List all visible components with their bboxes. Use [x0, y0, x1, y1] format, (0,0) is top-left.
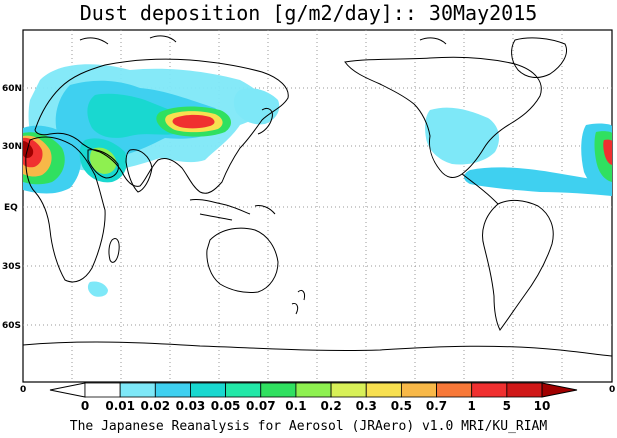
colorbar-segment	[295, 382, 332, 398]
coast-japan	[257, 107, 273, 135]
colorbar-tick-label: 0.07	[246, 399, 276, 413]
coast-africa	[25, 136, 106, 283]
coast-arctic	[79, 35, 447, 45]
lon-label-left: 0	[20, 385, 26, 395]
colorbar-segment	[84, 382, 121, 398]
colorbar-segment	[154, 382, 191, 398]
coast-australia	[206, 227, 279, 293]
dust-north-america	[425, 107, 500, 165]
data-credit: The Japanese Reanalysis for Aerosol (JRA…	[69, 419, 548, 434]
colorbar-tick-label: 0.03	[176, 399, 206, 413]
colorbar-segment	[471, 382, 508, 398]
colorbar-tick-label: 0	[81, 399, 89, 413]
map-title: Dust deposition [g/m2/day]:: 30May2015	[79, 1, 538, 25]
lat-label-30s: 30S	[2, 262, 21, 272]
colorbar-tick-label: 0.3	[356, 399, 377, 413]
coast-south-america	[482, 199, 554, 331]
colorbar-segment	[400, 382, 437, 398]
lat-label-eq: EQ	[4, 203, 18, 213]
coast-central-america	[461, 173, 499, 205]
longitude-gridlines	[71, 30, 563, 382]
colorbar-segment	[330, 382, 367, 398]
colorbar-tick-label: 5	[503, 399, 511, 413]
colorbar-tick-label: 0.7	[426, 399, 447, 413]
colorbar-tick-label: 0.1	[285, 399, 306, 413]
coast-arabia	[87, 149, 119, 179]
colorbar-arrow-left	[49, 382, 86, 398]
colorbar-tick-label: 0.01	[105, 399, 135, 413]
dust-sahara-right-red	[603, 139, 612, 165]
colorbar-segment	[260, 382, 297, 398]
coast-greenland	[511, 37, 567, 78]
colorbar-tick-label: 0.2	[320, 399, 341, 413]
dust-gobi-red	[172, 114, 215, 129]
dust-arabia-green	[90, 147, 117, 174]
colorbar-segment	[119, 382, 156, 398]
colorbar-segment	[190, 382, 227, 398]
colorbar-segment	[436, 382, 473, 398]
coast-india	[125, 149, 153, 193]
colorbar-arrow-right	[541, 382, 578, 398]
colorbar-segment	[365, 382, 402, 398]
colorbar-tick-label: 1	[468, 399, 476, 413]
colorbar-tick-label: 0.5	[391, 399, 412, 413]
dust-atlantic-band	[464, 167, 612, 196]
colorbar: 0 0.01 0.02 0.03 0.05 0.07 0.1 0.2 0.3 0.5 0.7 1 5 10	[49, 382, 578, 413]
lat-label-60s: 60S	[2, 321, 21, 331]
coast-madagascar	[108, 237, 120, 263]
colorbar-segment	[506, 382, 543, 398]
lon-label-right: 0	[609, 385, 615, 395]
lat-label-30n: 30N	[2, 142, 22, 152]
colorbar-tick-label: 0.05	[211, 399, 241, 413]
colorbar-tick-label: 0.02	[141, 399, 171, 413]
coast-antarctica	[22, 341, 613, 357]
coastlines	[22, 35, 613, 357]
dust-southern-africa	[87, 281, 108, 297]
coast-new-zealand	[291, 289, 305, 315]
coast-north-america	[344, 56, 542, 178]
colorbar-segment	[225, 382, 262, 398]
coast-eurasia	[34, 58, 289, 194]
coast-indonesia	[189, 199, 276, 221]
lat-label-60n: 60N	[2, 84, 22, 94]
dust-sahara-darkred	[23, 141, 34, 158]
colorbar-tick-label: 10	[534, 399, 551, 413]
